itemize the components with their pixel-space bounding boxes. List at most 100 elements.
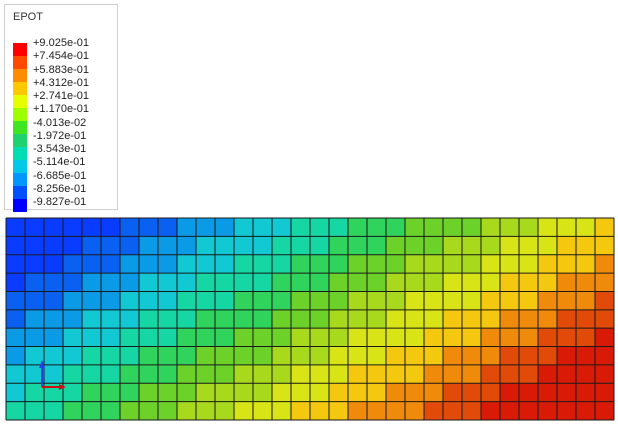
mesh-element [196, 273, 216, 292]
mesh-element [234, 254, 254, 274]
mesh-element [272, 218, 292, 237]
mesh-element [481, 218, 501, 237]
legend-label: +9.025e-01 [33, 37, 89, 49]
legend-panel: EPOT +9.025e-01 +7.454e-01 +5.883e-01 +4.31… [4, 4, 118, 212]
mesh-element [272, 401, 292, 421]
mesh-element [25, 273, 45, 292]
mesh-element [139, 254, 159, 274]
mesh-element [443, 218, 463, 237]
mesh-element [82, 236, 102, 256]
mesh-element [329, 328, 349, 348]
mesh-element [253, 236, 273, 256]
mesh-element [158, 328, 178, 348]
mesh-element [291, 291, 311, 311]
mesh-element [25, 218, 45, 237]
mesh-element [329, 273, 349, 292]
mesh-element [177, 309, 197, 329]
mesh-element [462, 218, 482, 237]
mesh-element [557, 401, 577, 421]
mesh-element [139, 273, 159, 292]
legend-label: -4.013e-02 [33, 116, 87, 129]
legend-swatch [13, 160, 27, 173]
mesh-element [272, 273, 292, 292]
mesh-element [82, 401, 102, 421]
mesh-element [405, 346, 425, 366]
mesh-element [234, 401, 254, 421]
mesh-element [196, 218, 216, 237]
mesh-element [177, 291, 197, 311]
mesh-element [443, 383, 463, 403]
mesh-element [424, 346, 444, 366]
legend-label: +2.741e-01 [33, 90, 89, 102]
mesh-element [500, 346, 520, 366]
mesh-element [595, 364, 615, 384]
mesh-element [139, 346, 159, 366]
mesh-element [234, 364, 254, 384]
mesh-element [367, 273, 387, 292]
mesh-element [291, 401, 311, 421]
mesh-element [557, 364, 577, 384]
mesh-element [519, 273, 539, 292]
mesh-element [177, 328, 197, 348]
mesh-element [196, 364, 216, 384]
mesh-element [500, 383, 520, 403]
mesh-element [500, 291, 520, 311]
mesh-element [120, 346, 140, 366]
mesh-element [310, 273, 330, 292]
mesh-element [500, 328, 520, 348]
mesh-element [82, 346, 102, 366]
mesh-element [234, 273, 254, 292]
mesh-element [215, 218, 235, 237]
mesh-element [215, 291, 235, 311]
mesh-element [557, 346, 577, 366]
mesh-element [538, 309, 558, 329]
mesh-element [63, 291, 83, 311]
mesh-element [44, 254, 64, 274]
mesh-element [519, 309, 539, 329]
mesh-element [367, 309, 387, 329]
mesh-element [177, 236, 197, 256]
mesh-element [196, 346, 216, 366]
mesh-element [405, 291, 425, 311]
legend-swatch [13, 186, 27, 199]
legend-label: -1.972e-01 [33, 129, 87, 142]
mesh-element [272, 328, 292, 348]
mesh-element [386, 254, 406, 274]
mesh-element [158, 346, 178, 366]
legend-label: -8.256e-01 [33, 182, 87, 195]
mesh-element [253, 309, 273, 329]
mesh-element [367, 401, 387, 421]
mesh-element [538, 383, 558, 403]
mesh-element [557, 383, 577, 403]
mesh-element [310, 236, 330, 256]
mesh-element [443, 273, 463, 292]
mesh-element [63, 383, 83, 403]
mesh-element [405, 254, 425, 274]
mesh-element [215, 273, 235, 292]
legend-swatch [13, 199, 27, 212]
mesh-element [196, 291, 216, 311]
mesh-element [348, 254, 368, 274]
mesh-element [215, 309, 235, 329]
mesh-element [215, 346, 235, 366]
mesh-element [500, 273, 520, 292]
mesh-element [576, 254, 596, 274]
mesh-element [500, 254, 520, 274]
mesh-element [101, 236, 121, 256]
mesh-element [196, 309, 216, 329]
mesh-element [253, 383, 273, 403]
mesh-element [101, 364, 121, 384]
mesh-element [6, 309, 26, 329]
mesh-element [63, 273, 83, 292]
mesh-element [25, 254, 45, 274]
mesh-element [348, 346, 368, 366]
mesh-element [6, 236, 26, 256]
mesh-element [329, 309, 349, 329]
legend-label: -6.685e-01 [33, 169, 87, 182]
mesh-element [139, 236, 159, 256]
mesh-element [101, 309, 121, 329]
mesh-element [120, 309, 140, 329]
mesh-element [329, 236, 349, 256]
mesh-element [443, 346, 463, 366]
